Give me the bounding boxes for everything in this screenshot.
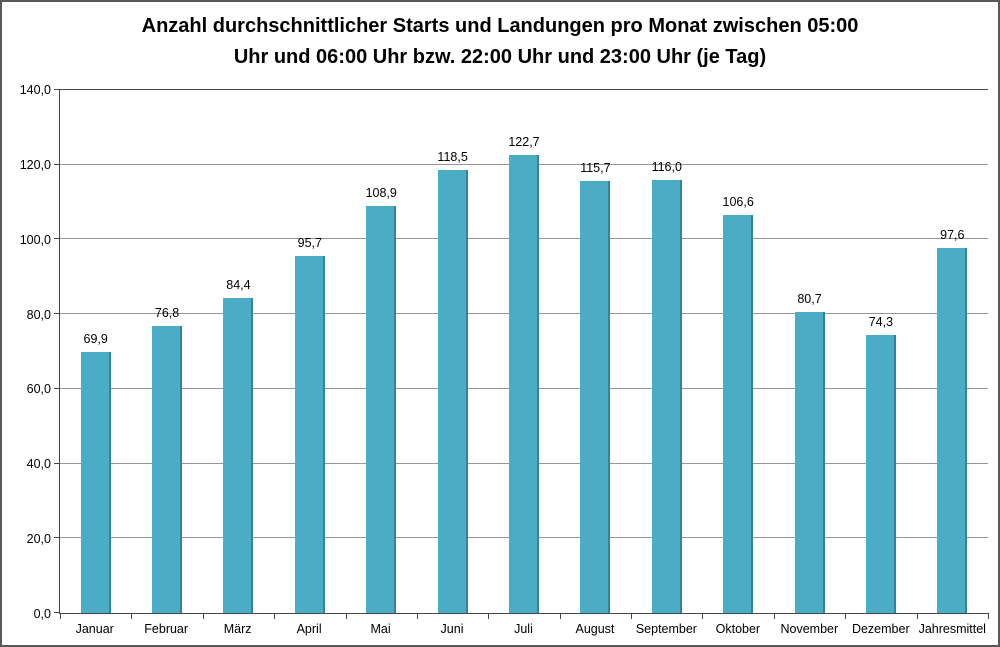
y-axis-label: 100,0 <box>19 232 51 247</box>
bar-value-label: 106,6 <box>722 194 754 209</box>
bar-value-label: 122,7 <box>508 134 540 149</box>
bar-value-label: 97,6 <box>940 228 965 243</box>
x-axis-label: Oktober <box>715 622 761 636</box>
plot-area: 69,9 76,8 84,4 95,7 108,9 118,5 122,7 115,7 116,… <box>54 89 989 619</box>
x-axis-label: April <box>296 622 322 636</box>
bar <box>937 248 968 613</box>
category-slot: 80,7 <box>774 90 845 613</box>
category-slot: 95,7 <box>274 90 345 613</box>
x-axis-tick <box>988 613 989 619</box>
x-axis-tick <box>559 613 561 619</box>
category-slot: 116,0 <box>631 90 702 613</box>
y-axis-tick <box>54 537 60 539</box>
bar <box>294 255 325 613</box>
bar <box>723 214 754 613</box>
x-axis-label: Mai <box>370 622 391 636</box>
x-axis-tick <box>131 613 133 619</box>
x-axis-label: März <box>223 622 252 636</box>
category-slot: 118,5 <box>417 90 488 613</box>
y-axis-label: 80,0 <box>26 307 51 322</box>
y-axis-tick <box>54 163 60 165</box>
y-axis-label: 40,0 <box>26 457 51 472</box>
x-axis-label: Juli <box>514 622 533 636</box>
bar <box>80 351 111 613</box>
y-axis-tick <box>54 387 60 389</box>
gridline <box>60 89 988 90</box>
category-slot: 122,7 <box>488 90 559 613</box>
bar <box>223 297 254 613</box>
y-axis-label: 60,0 <box>26 382 51 397</box>
bar-value-label: 95,7 <box>297 235 322 250</box>
y-axis-tick <box>54 313 60 315</box>
y-axis-tick <box>54 89 60 90</box>
bar <box>437 170 468 613</box>
y-axis-label: 0,0 <box>33 607 51 621</box>
category-slot: 74,3 <box>845 90 916 613</box>
x-axis-label: Jahresmittel <box>918 622 986 636</box>
x-axis-label: Juni <box>440 622 464 636</box>
x-axis-tick <box>202 613 204 619</box>
x-axis-tick <box>274 613 276 619</box>
bar-value-label: 108,9 <box>365 186 397 201</box>
x-axis-tick <box>845 613 847 619</box>
bar-value-label: 74,3 <box>868 315 894 330</box>
bar-value-label: 69,9 <box>83 331 108 346</box>
bar-value-label: 80,7 <box>797 291 822 306</box>
category-slot: 106,6 <box>702 90 773 613</box>
category-slot: 69,9 <box>60 90 131 613</box>
bar <box>651 179 682 613</box>
y-axis: 0,0 20,0 40,0 60,0 80,0 100,0 120,0 140,0 <box>2 83 51 621</box>
x-axis-tick <box>916 613 918 619</box>
x-axis-label: Januar <box>75 622 114 636</box>
category-slot: 115,7 <box>560 90 631 613</box>
y-axis-label: 120,0 <box>19 157 51 172</box>
y-axis-tick <box>54 238 60 240</box>
y-axis-tick <box>54 462 60 464</box>
x-axis-tick <box>488 613 490 619</box>
x-axis-tick <box>60 613 61 619</box>
bar <box>509 154 539 613</box>
category-slot: 76,8 <box>131 90 202 613</box>
bar-value-label: 116,0 <box>651 159 682 174</box>
chart-title-line-1: Anzahl durchschnittlicher Starts und Lan… <box>141 15 859 37</box>
x-axis: Januar Februar März April Mai Juni Juli August S… <box>59 622 988 638</box>
y-axis-label: 140,0 <box>19 83 51 97</box>
bar-value-label: 76,8 <box>154 306 180 321</box>
y-axis-label: 20,0 <box>26 532 51 547</box>
bar-value-label: 115,7 <box>580 160 611 175</box>
bar <box>580 180 611 613</box>
x-axis-tick <box>345 613 347 619</box>
x-axis-tick <box>702 613 704 619</box>
y-axis-tick <box>54 612 60 613</box>
x-axis-tick <box>631 613 633 619</box>
x-axis-label: November <box>780 622 839 636</box>
x-axis-label: September <box>635 622 697 636</box>
x-axis-label: August <box>575 622 615 636</box>
category-slot: 97,6 <box>917 90 988 613</box>
bar-value-label: 84,4 <box>226 277 251 292</box>
bar <box>865 335 896 613</box>
bar-value-label: 118,5 <box>437 150 468 165</box>
chart-title: Anzahl durchschnittlicher Starts und Lan… <box>2 11 998 73</box>
chart-title-line-2: Uhr und 06:00 Uhr bzw. 22:00 Uhr und 23:… <box>233 46 767 68</box>
category-slot: 84,4 <box>203 90 274 613</box>
x-axis-label: Dezember <box>851 622 910 636</box>
bar <box>794 311 825 613</box>
x-axis-label: Februar <box>144 622 189 636</box>
bar <box>366 206 397 613</box>
x-axis-tick <box>773 613 775 619</box>
category-slot: 108,9 <box>346 90 417 613</box>
bar <box>152 326 183 613</box>
x-axis-tick <box>416 613 418 619</box>
